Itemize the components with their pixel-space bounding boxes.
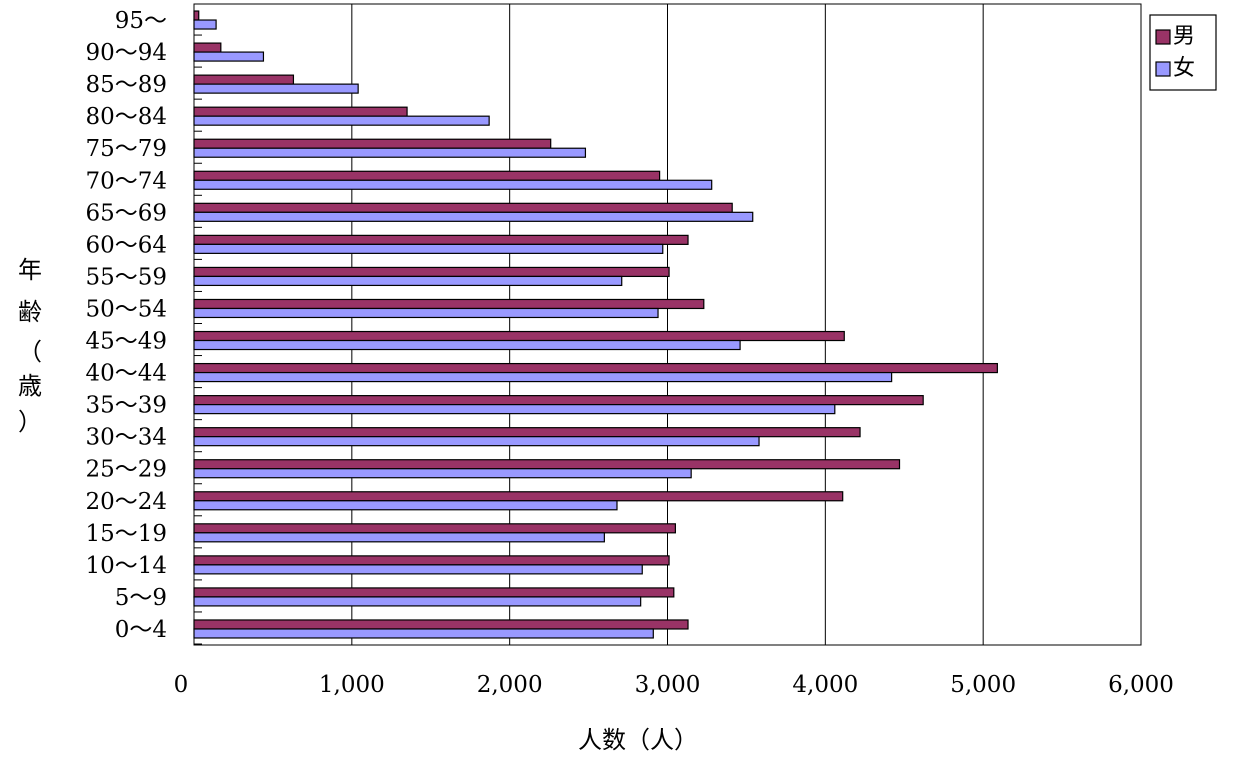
bar-female <box>193 275 623 287</box>
x-tick-label: 5,000 <box>950 672 1016 698</box>
bar-female <box>193 179 713 190</box>
y-category-label: 50～54 <box>85 296 167 322</box>
bar-female <box>193 19 217 30</box>
bar-male <box>193 266 670 278</box>
bar-female <box>193 147 587 158</box>
y-axis-title-char: 齢 <box>18 298 42 326</box>
bar-male <box>193 459 901 470</box>
bar-male <box>193 74 295 85</box>
bars <box>193 10 998 639</box>
x-tick-label: 4,000 <box>792 672 858 698</box>
bar-female <box>193 596 642 607</box>
x-tick-label: 2,000 <box>477 672 543 698</box>
y-category-label: 90～94 <box>85 40 167 66</box>
bar-male <box>193 427 861 438</box>
y-category-label: 5～9 <box>115 585 167 611</box>
legend-swatch <box>1155 29 1171 45</box>
bar-female <box>193 500 618 511</box>
plot-area <box>193 3 1142 646</box>
x-tick-label: 1,000 <box>319 672 385 698</box>
y-axis-title: 年齢 （ 歳 ） <box>18 256 42 436</box>
bar-male <box>193 170 661 181</box>
bar-male <box>193 234 689 245</box>
bar-male <box>193 491 844 502</box>
bar-female <box>193 371 893 383</box>
y-axis-title-char: ） <box>18 408 42 436</box>
x-tick-label: 3,000 <box>635 672 701 698</box>
bar-female <box>193 436 760 447</box>
bar-male <box>193 10 200 21</box>
y-category-labels: 0～4 5～9 10～14 15～19 20～24 25～29 30～34 35～39 40～4… <box>85 8 167 643</box>
bar-male <box>193 202 733 213</box>
bar-female <box>193 628 654 639</box>
x-tick-label: 0 <box>174 672 189 698</box>
bar-female <box>193 115 490 126</box>
bar-male <box>193 555 670 566</box>
y-category-label: 45～49 <box>85 329 167 355</box>
y-category-label: 80～84 <box>85 104 167 130</box>
bar-male <box>193 395 924 406</box>
legend: 男女 <box>1149 14 1217 91</box>
y-axis-title-char: 年 <box>18 256 42 284</box>
bar-male <box>193 523 676 534</box>
x-tick-label: 6,000 <box>1108 672 1174 698</box>
y-axis-title-char: （ <box>18 338 42 366</box>
bar-male <box>193 362 998 374</box>
y-category-label: 55～59 <box>85 264 167 290</box>
bar-female <box>193 243 664 254</box>
bar-male <box>193 587 675 598</box>
y-category-label: 0～4 <box>115 617 167 643</box>
y-category-label: 85～89 <box>85 72 167 98</box>
gridlines <box>351 4 984 645</box>
bar-female <box>193 339 741 351</box>
legend-label: 男 <box>1173 24 1195 49</box>
y-category-label: 20～24 <box>85 489 167 515</box>
y-category-label: 65～69 <box>85 200 167 226</box>
y-category-label: 35～39 <box>85 393 167 419</box>
y-category-label: 30～34 <box>85 425 167 451</box>
bar-female <box>193 404 836 415</box>
bar-female <box>193 468 692 479</box>
bar-female <box>193 211 754 222</box>
legend-swatch <box>1155 61 1171 77</box>
y-axis-title-char: 歳 <box>18 372 42 400</box>
legend-label: 女 <box>1173 56 1195 81</box>
category-ticks <box>194 34 202 645</box>
y-category-label: 10～14 <box>85 553 167 579</box>
y-category-label: 75～79 <box>85 136 167 162</box>
bar-female <box>193 83 359 94</box>
bar-male <box>193 42 222 53</box>
bar-female <box>193 532 605 543</box>
x-axis-title: 人数（人） <box>578 726 698 754</box>
bar-female <box>193 51 265 62</box>
bar-male <box>193 330 845 342</box>
y-category-label: 70～74 <box>85 168 167 194</box>
y-category-label: 60～64 <box>85 232 167 258</box>
legend-box <box>1149 14 1217 91</box>
bar-male <box>193 138 552 149</box>
y-category-label: 25～29 <box>85 457 167 483</box>
bar-male <box>193 106 408 117</box>
y-category-label: 15～19 <box>85 521 167 547</box>
bar-female <box>193 307 659 319</box>
y-category-label: 95～ <box>115 8 167 34</box>
x-tick-labels: 0 1,000 2,000 3,000 4,000 5,000 6,000 <box>174 672 1174 698</box>
bar-male <box>193 619 689 630</box>
bar-male <box>193 298 705 310</box>
bar-female <box>193 564 643 575</box>
y-category-label: 40～44 <box>85 361 167 387</box>
